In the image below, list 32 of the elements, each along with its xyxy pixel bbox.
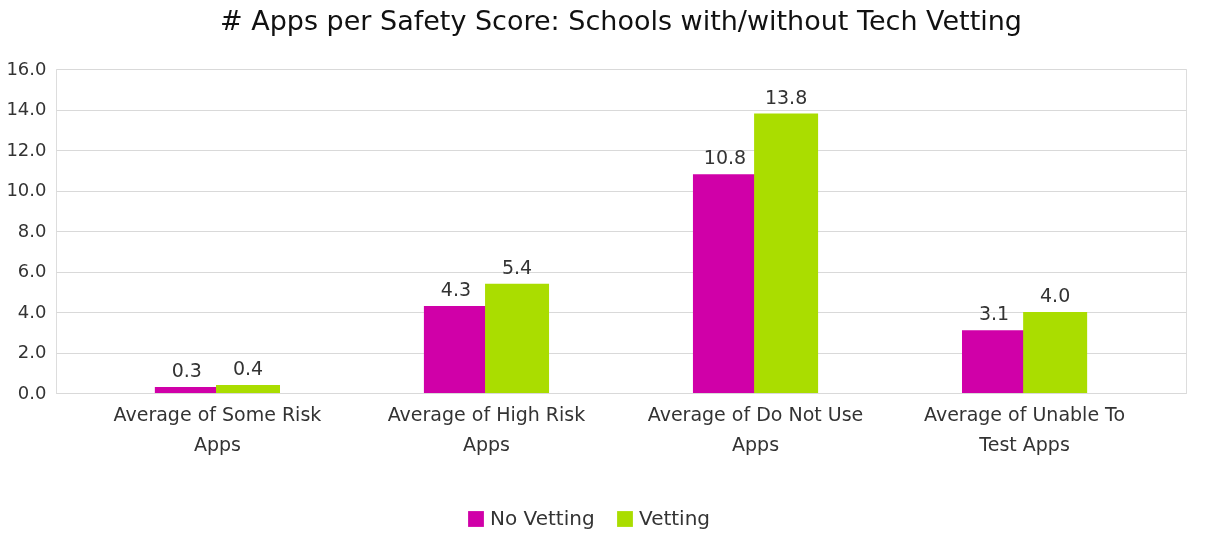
bar — [754, 113, 819, 393]
bar — [423, 305, 488, 393]
y-tick-label: 2.0 — [17, 341, 47, 362]
data-label: 0.4 — [232, 356, 264, 379]
bar — [962, 330, 1026, 393]
data-label: 0.3 — [171, 358, 202, 381]
x-tick-label: Average of High Risk Apps — [387, 402, 586, 455]
bar — [692, 174, 757, 393]
data-label: 4.0 — [1040, 284, 1071, 306]
y-tick-label: 10.0 — [6, 179, 47, 200]
y-tick-label: 12.0 — [6, 138, 47, 160]
bar — [1023, 312, 1088, 393]
y-tick-label: 8.0 — [17, 219, 47, 241]
x-tick-label: Average of Some Risk Apps — [113, 402, 322, 455]
legend-label: Vetting — [639, 506, 711, 530]
bar — [154, 386, 219, 393]
chart-title: # Apps per Safety Score: Schools with/without Tech Vetting — [220, 5, 1022, 36]
x-tick-label: Average of Unable To Test Apps — [924, 402, 1126, 455]
x-tick-label: Average of Do Not Use Apps — [647, 402, 864, 455]
data-label: 5.4 — [501, 255, 533, 278]
y-tick-label: 4.0 — [17, 300, 47, 322]
data-label: 10.8 — [703, 146, 747, 169]
y-tick-label: 0.0 — [17, 381, 47, 403]
y-tick-label: 16.0 — [6, 57, 47, 79]
bar — [216, 384, 280, 393]
data-label: 13.8 — [764, 85, 808, 108]
legend-label: No Vetting — [490, 506, 595, 530]
data-label: 3.1 — [978, 302, 1010, 325]
y-tick-label: 6.0 — [17, 260, 47, 281]
data-label: 4.3 — [440, 277, 472, 300]
y-tick-label: 14.0 — [6, 98, 47, 119]
bar — [485, 283, 550, 393]
